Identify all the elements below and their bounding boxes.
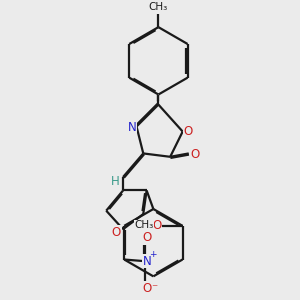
Text: H: H	[111, 175, 120, 188]
Text: O: O	[190, 148, 200, 161]
Text: CH₃: CH₃	[149, 2, 168, 12]
Text: +: +	[149, 250, 157, 259]
Text: O: O	[153, 219, 162, 232]
Text: O: O	[142, 283, 152, 296]
Text: N: N	[128, 122, 137, 134]
Text: CH₃: CH₃	[134, 220, 153, 230]
Text: ⁻: ⁻	[151, 282, 157, 295]
Text: O: O	[112, 226, 121, 239]
Text: O: O	[142, 231, 152, 244]
Text: O: O	[183, 125, 192, 138]
Text: N: N	[142, 254, 151, 268]
